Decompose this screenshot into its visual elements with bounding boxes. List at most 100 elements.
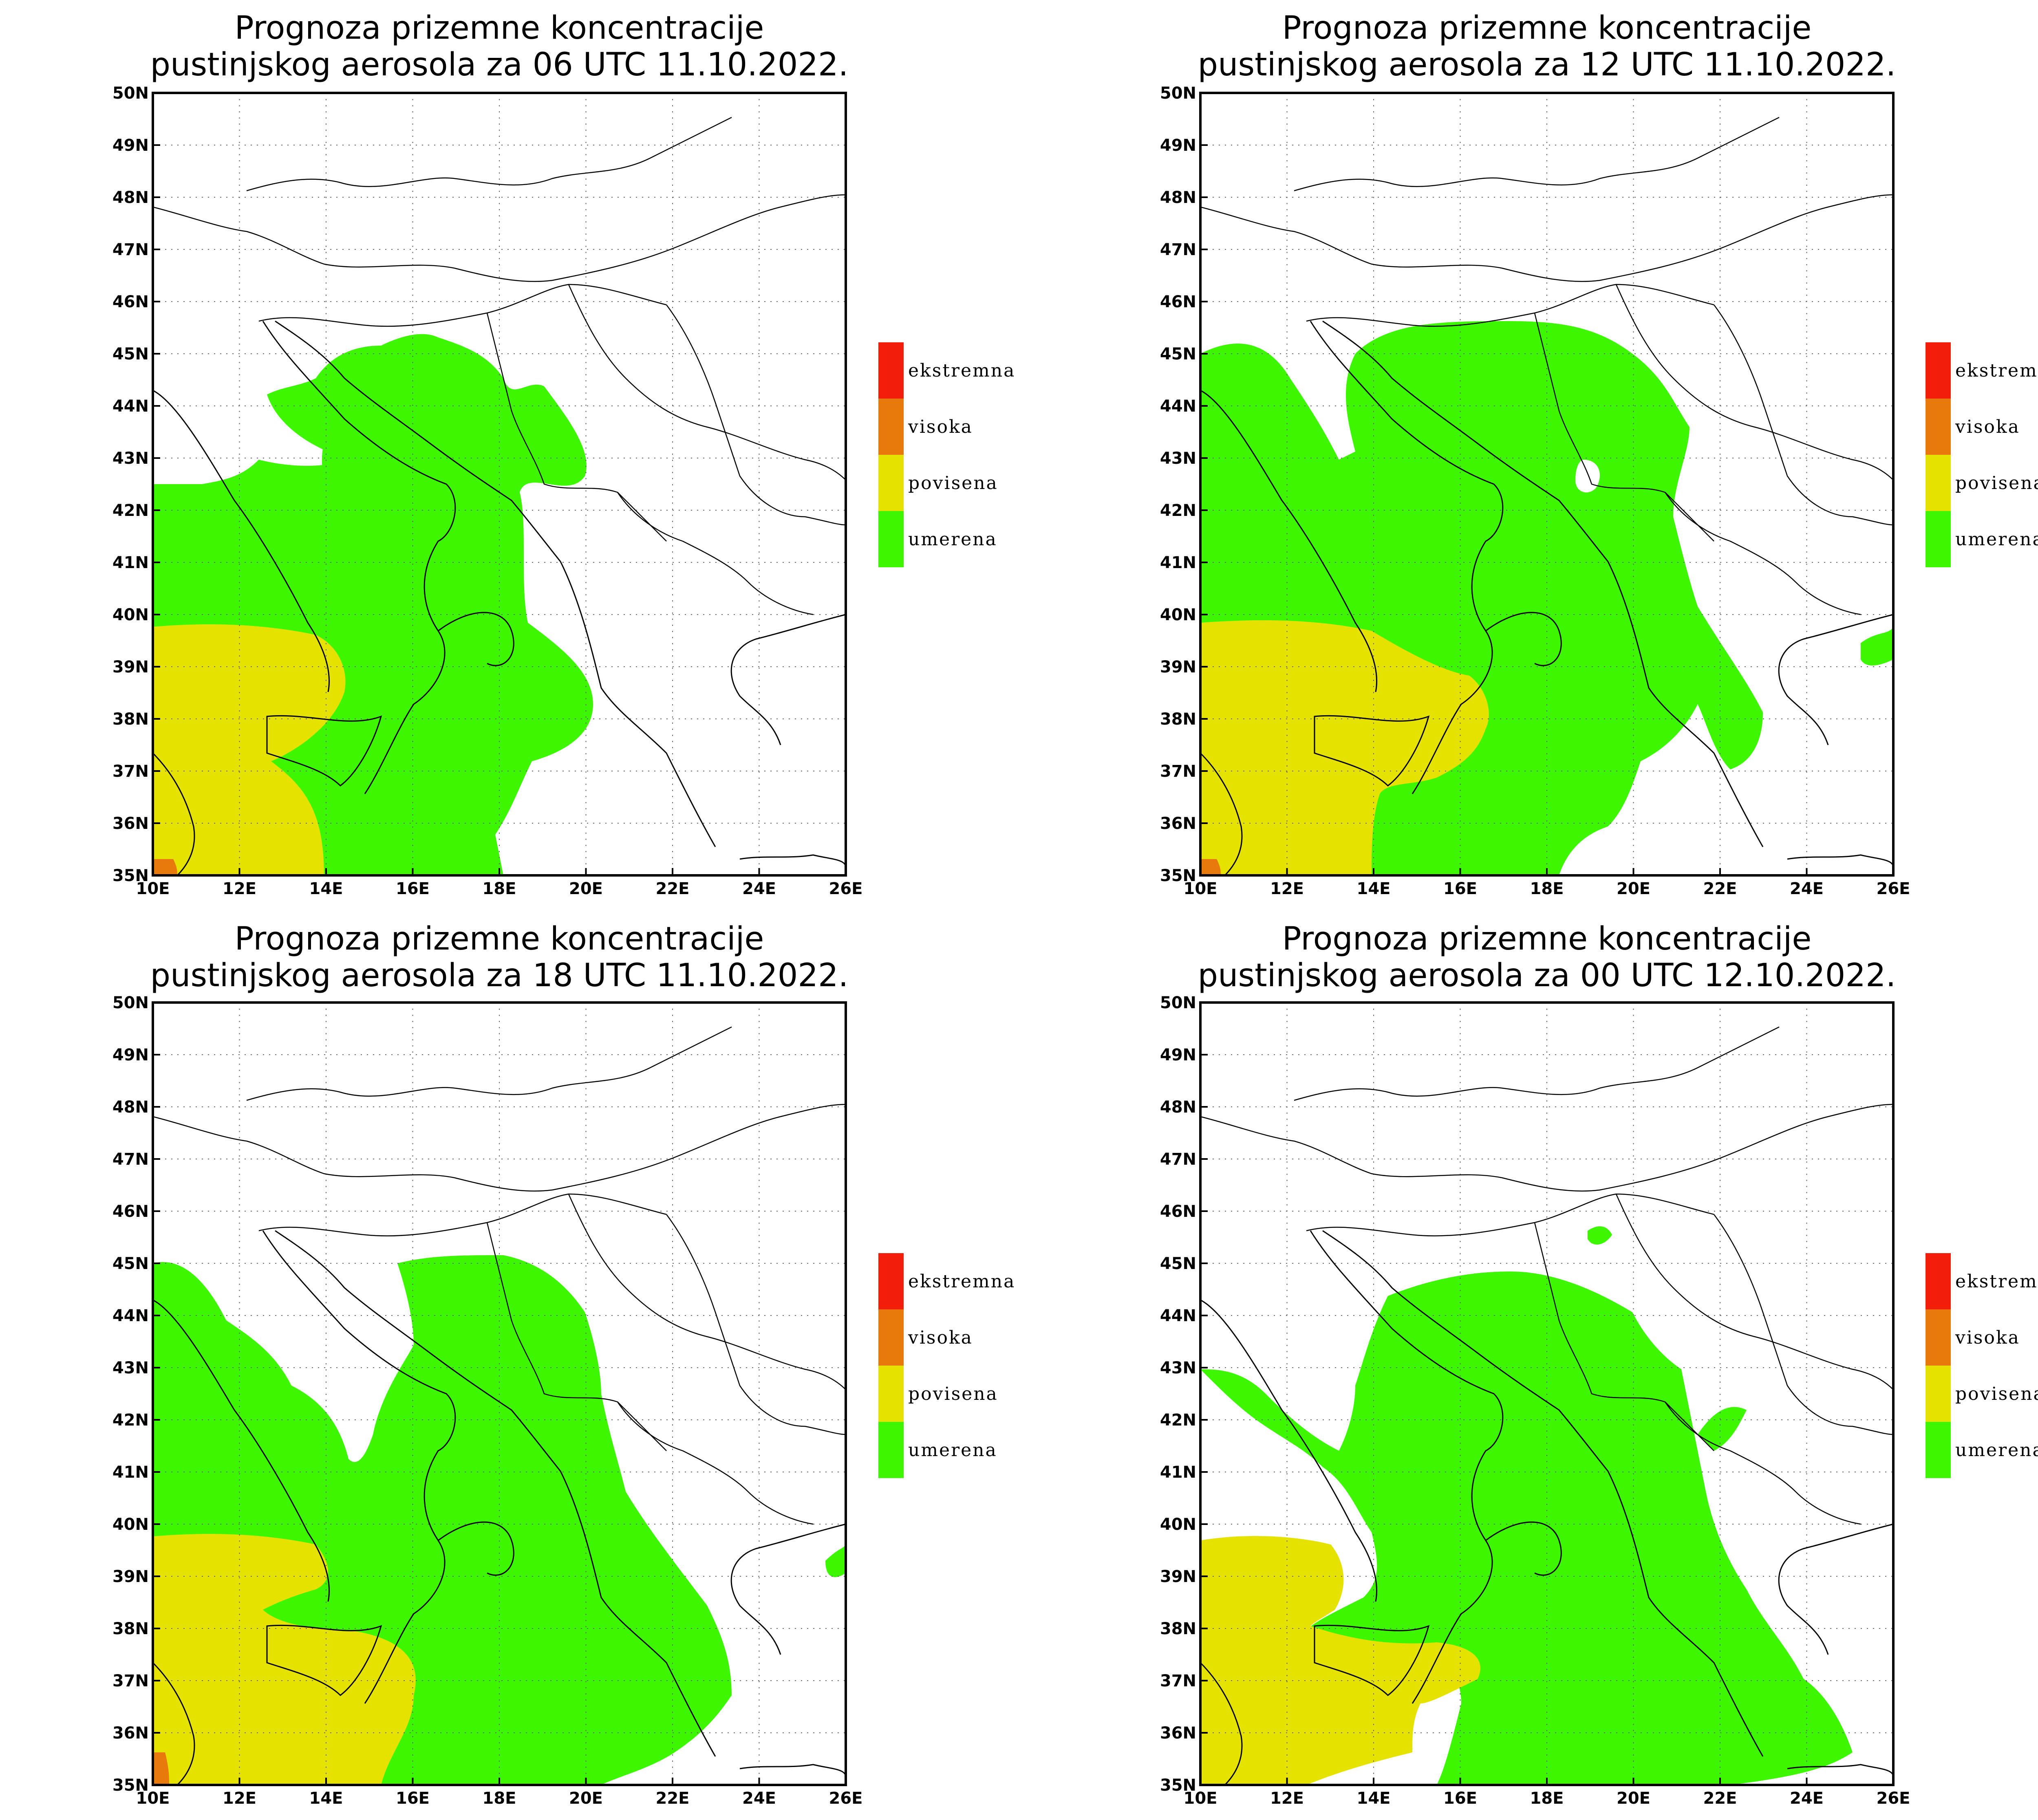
lon-tick-label: 22E	[1703, 879, 1737, 898]
lat-tick-label: 39N	[1160, 1567, 1196, 1586]
lat-tick-label: 38N	[112, 710, 149, 729]
panel-06utc: Prognoza prizemne koncentracije pustinjs…	[112, 10, 1014, 898]
lat-tick-label: 40N	[1160, 1515, 1196, 1534]
lon-tick-label: 22E	[656, 879, 690, 898]
legend: ekstremna visoka povisena umerena	[1926, 1253, 2038, 1478]
lat-tick-label: 42N	[112, 501, 149, 520]
lon-tick-label: 26E	[1877, 1789, 1910, 1808]
lon-tick-label: 20E	[1617, 1789, 1650, 1808]
legend-color-bar	[1926, 342, 1951, 567]
lat-tick-label: 45N	[112, 1254, 149, 1273]
lat-tick-label: 40N	[112, 606, 149, 624]
lat-tick-label: 36N	[1160, 1724, 1196, 1743]
lat-tick-label: 48N	[1160, 188, 1196, 207]
legend: ekstremna visoka povisena umerena	[878, 342, 1014, 567]
lat-tick-label: 41N	[112, 553, 149, 572]
lon-tick-label: 20E	[569, 879, 603, 898]
lat-tick-label: 44N	[112, 1307, 149, 1325]
lat-tick-label: 45N	[112, 345, 149, 364]
lon-tick-label: 18E	[483, 879, 516, 898]
lat-tick-label: 37N	[112, 762, 149, 781]
lat-tick-label: 39N	[1160, 658, 1196, 676]
lat-tick-label: 46N	[1160, 293, 1196, 311]
lon-tick-label: 16E	[396, 1789, 430, 1808]
lon-tick-label: 12E	[223, 879, 256, 898]
lon-tick-label: 16E	[1443, 1789, 1477, 1808]
lon-tick-label: 16E	[396, 879, 430, 898]
legend-label-ekstremna: ekstremna	[908, 1271, 1015, 1292]
lat-tick-label: 50N	[112, 994, 149, 1012]
panel-title-line2: pustinjskog aerosola za 00 UTC 12.10.202…	[1198, 957, 1896, 994]
lon-tick-label: 26E	[829, 879, 863, 898]
legend-color-bar	[1926, 1253, 1951, 1478]
lon-tick-label: 14E	[309, 879, 343, 898]
lat-tick-label: 49N	[112, 136, 149, 155]
map-plot-area	[1199, 92, 1895, 877]
lat-tick-label: 46N	[112, 293, 149, 311]
lat-tick-label: 45N	[1160, 1254, 1196, 1273]
lat-tick-label: 41N	[1160, 1463, 1196, 1482]
lon-tick-label: 14E	[1357, 879, 1391, 898]
lat-tick-label: 42N	[1160, 1411, 1196, 1430]
lat-tick-label: 43N	[1160, 449, 1196, 468]
lat-tick-label: 35N	[112, 1776, 149, 1795]
lat-tick-label: 46N	[1160, 1202, 1196, 1221]
lon-tick-label: 18E	[1530, 879, 1564, 898]
lat-tick-label: 49N	[1160, 1046, 1196, 1064]
lon-tick-label: 22E	[1703, 1789, 1737, 1808]
legend-label-umerena: umerena	[908, 1440, 997, 1461]
lat-tick-label: 40N	[1160, 606, 1196, 624]
lon-tick-label: 24E	[1790, 879, 1824, 898]
legend-label-visoka: visoka	[1955, 416, 2020, 437]
lon-tick-label: 10E	[1184, 1789, 1218, 1808]
lat-tick-label: 40N	[112, 1515, 149, 1534]
lat-tick-label: 50N	[1160, 994, 1196, 1012]
lat-tick-label: 48N	[112, 188, 149, 207]
panel-title-line1: Prognoza prizemne koncentracije	[235, 921, 764, 957]
legend: ekstremna visoka povisena umerena	[878, 1253, 1015, 1478]
lon-tick-label: 16E	[1443, 879, 1477, 898]
lat-tick-label: 50N	[112, 84, 149, 103]
legend-label-ekstremna: ekstremna	[1955, 360, 2038, 381]
lon-tick-label: 14E	[1357, 1789, 1391, 1808]
lon-tick-label: 20E	[1617, 879, 1650, 898]
lat-tick-label: 43N	[112, 449, 149, 468]
lat-tick-label: 46N	[112, 1202, 149, 1221]
lat-tick-label: 48N	[112, 1098, 149, 1117]
lat-tick-label: 36N	[112, 1724, 149, 1743]
legend: ekstremna visoka povisena umerena	[1926, 342, 2038, 567]
legend-label-ekstremna: ekstremna	[1955, 1271, 2038, 1292]
lon-tick-label: 24E	[1790, 1789, 1824, 1808]
legend-label-povisena: povisena	[908, 473, 998, 494]
legend-color-bar	[878, 1253, 904, 1478]
map-plot-area	[1199, 1001, 1895, 1786]
lon-tick-label: 26E	[1877, 879, 1910, 898]
lat-tick-label: 43N	[1160, 1359, 1196, 1377]
legend-color-bar	[878, 342, 904, 567]
lat-tick-label: 42N	[1160, 501, 1196, 520]
lon-tick-label: 10E	[136, 879, 170, 898]
lat-tick-label: 41N	[1160, 553, 1196, 572]
legend-label-umerena: umerena	[1955, 1440, 2038, 1461]
lat-tick-label: 38N	[112, 1619, 149, 1638]
lat-tick-label: 35N	[112, 866, 149, 885]
lon-tick-label: 24E	[742, 879, 776, 898]
lat-tick-label: 36N	[1160, 814, 1196, 833]
lat-tick-label: 50N	[1160, 84, 1196, 103]
lat-tick-label: 45N	[1160, 345, 1196, 364]
legend-label-visoka: visoka	[908, 1327, 973, 1348]
lat-tick-label: 39N	[112, 1567, 149, 1586]
lon-tick-label: 10E	[136, 1789, 170, 1808]
lon-tick-label: 12E	[1270, 1789, 1304, 1808]
legend-label-povisena: povisena	[1955, 1384, 2038, 1404]
panel-title-line2: pustinjskog aerosola za 06 UTC 11.10.202…	[150, 46, 849, 83]
lat-tick-label: 49N	[1160, 136, 1196, 155]
lon-tick-label: 12E	[1270, 879, 1304, 898]
lon-tick-label: 18E	[1530, 1789, 1564, 1808]
lon-tick-label: 18E	[483, 1789, 516, 1808]
lat-tick-label: 47N	[1160, 240, 1196, 259]
panel-title-line2: pustinjskog aerosola za 12 UTC 11.10.202…	[1198, 46, 1896, 83]
panel-18utc: Prognoza prizemne koncentracije pustinjs…	[112, 921, 1015, 1808]
panel-title-line1: Prognoza prizemne koncentracije	[235, 10, 764, 46]
lat-tick-label: 37N	[1160, 762, 1196, 781]
